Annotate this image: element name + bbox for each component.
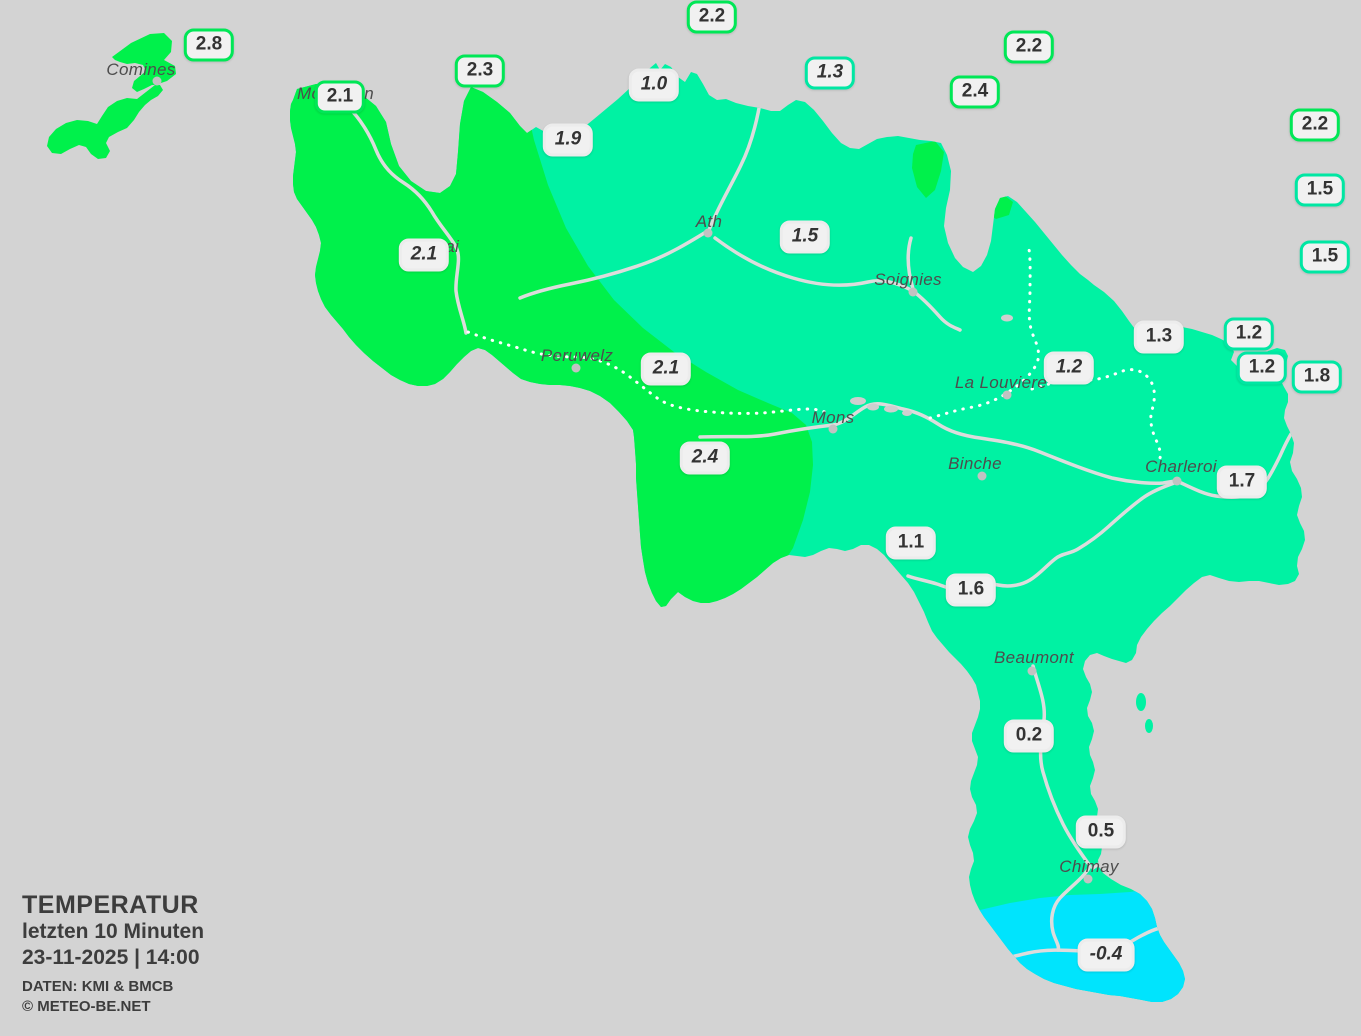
copyright: © METEO-BE.NET bbox=[22, 998, 151, 1015]
comines-exclave bbox=[47, 33, 176, 159]
title-block: TEMPERATUR letzten 10 Minuten 23-11-2025… bbox=[22, 891, 204, 1017]
map-title: TEMPERATUR bbox=[22, 891, 199, 919]
detached-fragments bbox=[1136, 693, 1153, 733]
map-subtitle: letzten 10 Minuten bbox=[22, 920, 205, 943]
province-body bbox=[290, 63, 1305, 1002]
temp-region-green-patch bbox=[912, 141, 944, 198]
map-datetime: 23-11-2025 | 14:00 bbox=[22, 946, 200, 969]
data-source: DATEN: KMI & BMCB bbox=[22, 978, 174, 995]
